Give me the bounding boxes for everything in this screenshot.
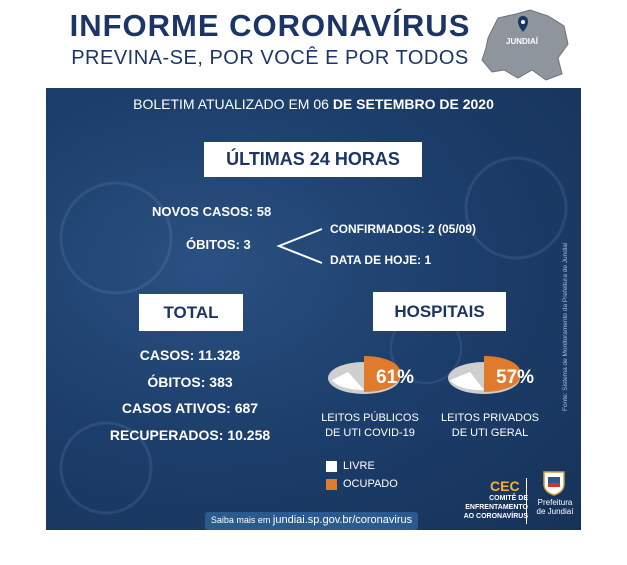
cec-logo: CEC xyxy=(490,478,520,494)
prefeitura-crest-icon xyxy=(543,471,565,496)
private-line2: DE UTI GERAL xyxy=(451,427,529,439)
deaths-confirmed: CONFIRMADOS: 2 (05/09) xyxy=(330,222,477,236)
total-cases: CASOS: 11.328 xyxy=(139,347,241,363)
private-free-slice xyxy=(450,372,484,391)
prefeitura-line2: de Jundiaí xyxy=(536,507,574,516)
bulletin-date: BOLETIM ATUALIZADO EM 06 DE SETEMBRO DE … xyxy=(46,96,581,112)
footer-text: Saiba mais em jundiai.sp.gov.br/coronavi… xyxy=(205,514,418,526)
public-line2: DE UTI COVID-19 xyxy=(325,427,415,439)
page-subtitle: PREVINA-SE, POR VOCÊ E POR TODOS xyxy=(71,47,469,69)
bulletin-prefix: BOLETIM ATUALIZADO EM 06 xyxy=(133,96,329,112)
legend-free-label: LIVRE xyxy=(343,460,375,472)
new-cases: NOVOS CASOS: 58 xyxy=(152,204,272,219)
footer-link[interactable]: jundiai.sp.gov.br/coronavirus xyxy=(272,514,413,526)
legend-occupied-swatch xyxy=(326,479,337,490)
split-bracket-icon xyxy=(276,228,323,264)
deaths-today: DATA DE HOJE: 1 xyxy=(330,253,432,267)
total-heading: TOTAL xyxy=(139,294,243,331)
cec-text: COMITÊ DE ENFRENTAMENTO AO CORONAVÍRUS xyxy=(452,494,528,521)
private-occupied-slice xyxy=(484,355,521,393)
public-percent: 61% xyxy=(376,367,414,388)
public-line1: LEITOS PÚBLICOS xyxy=(321,412,419,424)
private-beds-label: LEITOS PRIVADOS DE UTI GERAL xyxy=(436,411,544,441)
bulletin-date-bold: DE SETEMBRO DE 2020 xyxy=(332,96,494,112)
public-free-slice xyxy=(332,372,364,391)
private-percent: 57% xyxy=(496,367,534,388)
last24-heading: ÚLTIMAS 24 HORAS xyxy=(204,142,422,177)
private-beds-pie-chart: 57% xyxy=(448,355,534,394)
cec-line2: ENFRENTAMENTO xyxy=(465,504,528,511)
footer-prefix: Saiba mais em xyxy=(210,515,271,525)
jundiai-map-icon xyxy=(481,9,569,81)
footer-bar xyxy=(205,512,418,530)
active-cases: CASOS ATIVOS: 687 xyxy=(121,400,259,416)
prefeitura-text: Prefeitura de Jundiaí xyxy=(530,498,580,516)
private-line1: LEITOS PRIVADOS xyxy=(440,412,539,424)
logo-divider xyxy=(526,478,527,524)
public-beds-pie-chart: 61% xyxy=(328,355,414,394)
svg-text:Fonte: Sistema de Monitorament: Fonte: Sistema de Monitoramento da Prefe… xyxy=(562,242,569,411)
legend-occupied-label: OCUPADO xyxy=(343,478,398,490)
cec-line1: COMITÊ DE xyxy=(489,495,528,502)
public-occupied-slice xyxy=(364,355,401,393)
prefeitura-line1: Prefeitura xyxy=(537,498,573,507)
recovered: RECUPERADOS: 10.258 xyxy=(109,427,271,443)
public-beds-label: LEITOS PÚBLICOS DE UTI COVID-19 xyxy=(318,411,422,441)
deaths-24h: ÓBITOS: 3 xyxy=(186,237,251,252)
legend-free-swatch xyxy=(326,461,337,472)
map-label: JUNDIAÍ xyxy=(506,37,539,46)
total-deaths: ÓBITOS: 383 xyxy=(147,374,233,390)
cec-line3: AO CORONAVÍRUS xyxy=(463,513,528,520)
page-title: INFORME CORONAVÍRUS xyxy=(69,8,471,43)
hospitals-heading: HOSPITAIS xyxy=(373,292,506,331)
source-note: Fonte: Sistema de Monitoramento da Prefe… xyxy=(562,242,569,411)
